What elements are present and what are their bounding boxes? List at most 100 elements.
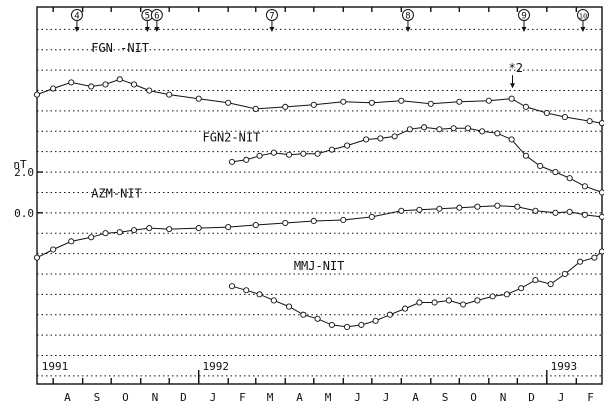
x-month-label: A bbox=[296, 391, 303, 404]
data-point bbox=[50, 85, 57, 92]
annotation-arrowhead bbox=[509, 83, 515, 89]
data-point bbox=[581, 183, 588, 190]
event-marker: 6 bbox=[150, 9, 163, 32]
x-month-label: D bbox=[180, 391, 187, 404]
x-month-label: A bbox=[412, 391, 419, 404]
event-number: 7 bbox=[269, 12, 274, 22]
series bbox=[33, 76, 604, 127]
event-marker: 8 bbox=[401, 9, 414, 32]
data-point bbox=[195, 225, 202, 232]
data-point bbox=[358, 321, 365, 328]
data-point bbox=[508, 95, 515, 102]
data-point bbox=[537, 162, 544, 170]
series-line bbox=[36, 205, 603, 259]
plot-frame bbox=[36, 6, 603, 385]
series bbox=[33, 202, 604, 261]
data-point bbox=[102, 81, 109, 88]
data-point bbox=[598, 248, 604, 255]
y-tick-label: 2.0 bbox=[14, 166, 34, 179]
data-point bbox=[88, 83, 95, 90]
data-point bbox=[598, 213, 604, 220]
data-point bbox=[598, 189, 604, 196]
data-point bbox=[416, 206, 423, 213]
data-point bbox=[314, 315, 321, 322]
series-label: AZM-NIT bbox=[91, 187, 142, 201]
year-label: 1993 bbox=[551, 360, 578, 373]
event-number: 6 bbox=[154, 12, 159, 22]
axes: 2.0 0.0 nT A S O N D J F M A M J J A S O N D J F 1991 1992 1993 bbox=[13, 6, 603, 404]
data-point bbox=[494, 202, 501, 209]
data-point bbox=[363, 136, 370, 143]
data-point bbox=[581, 211, 588, 218]
data-point bbox=[474, 297, 481, 304]
data-point bbox=[270, 149, 277, 156]
data-point bbox=[102, 230, 109, 237]
event-circle bbox=[518, 9, 531, 21]
data-point bbox=[270, 297, 277, 304]
data-point bbox=[561, 270, 568, 278]
data-point bbox=[450, 125, 457, 132]
data-point bbox=[372, 317, 379, 324]
data-point bbox=[386, 311, 393, 318]
series-line bbox=[231, 251, 603, 328]
series-label: FGN2-NIT bbox=[203, 130, 261, 144]
data-point bbox=[591, 254, 598, 261]
data-point bbox=[456, 98, 463, 105]
data-point bbox=[340, 98, 347, 105]
data-point bbox=[598, 120, 604, 127]
data-point bbox=[228, 158, 236, 165]
series-line bbox=[36, 78, 603, 124]
event-arrowhead bbox=[521, 27, 527, 32]
data-point bbox=[577, 258, 584, 265]
data-point bbox=[225, 224, 232, 231]
x-month-label: M bbox=[267, 391, 274, 404]
data-point bbox=[228, 283, 236, 290]
x-month-label: O bbox=[470, 391, 477, 404]
data-point bbox=[310, 217, 317, 225]
data-point bbox=[368, 99, 375, 106]
event-arrowhead bbox=[154, 27, 160, 32]
data-point bbox=[464, 125, 471, 132]
series-label: MMJ-NIT bbox=[294, 259, 345, 273]
data-point bbox=[130, 227, 138, 234]
data-point bbox=[328, 321, 335, 328]
event-circle bbox=[150, 9, 163, 21]
y-tick-label: 0.0 bbox=[14, 207, 34, 220]
y-axis-label: nT bbox=[13, 158, 27, 171]
event-marker: 9 bbox=[518, 9, 531, 32]
event-marker: 7 bbox=[265, 9, 278, 32]
data-point bbox=[116, 229, 123, 236]
x-month-label: M bbox=[325, 391, 332, 404]
data-series bbox=[33, 76, 604, 330]
event-circle bbox=[576, 9, 589, 21]
data-point bbox=[406, 126, 413, 133]
data-point bbox=[344, 142, 351, 149]
data-point bbox=[398, 97, 405, 104]
data-point bbox=[479, 128, 486, 135]
series bbox=[228, 124, 604, 196]
x-month-label: J bbox=[354, 391, 361, 404]
x-month-label: F bbox=[587, 391, 594, 404]
data-point bbox=[391, 133, 398, 140]
year-label: 1992 bbox=[203, 360, 230, 373]
series-label: FGN -NIT bbox=[91, 41, 149, 55]
data-point bbox=[88, 234, 95, 241]
data-point bbox=[166, 91, 173, 98]
data-point bbox=[445, 297, 452, 304]
x-month-label: J bbox=[210, 391, 217, 404]
data-point bbox=[195, 95, 202, 102]
data-point bbox=[532, 207, 539, 214]
data-point bbox=[522, 103, 529, 110]
event-circle bbox=[70, 9, 83, 21]
x-month-label: F bbox=[239, 391, 246, 404]
data-point bbox=[146, 225, 153, 232]
data-point bbox=[543, 109, 550, 117]
data-point bbox=[503, 291, 510, 298]
event-arrowhead bbox=[405, 27, 411, 32]
labels: 4 5 6 7 8 9 10 *2 FGN -NIT FGN2-NIT AZM-NIT MMJ-NIT bbox=[70, 9, 589, 273]
event-marker: 5 bbox=[141, 9, 154, 32]
data-point bbox=[522, 152, 529, 159]
data-point bbox=[68, 238, 75, 245]
data-point bbox=[547, 281, 554, 288]
